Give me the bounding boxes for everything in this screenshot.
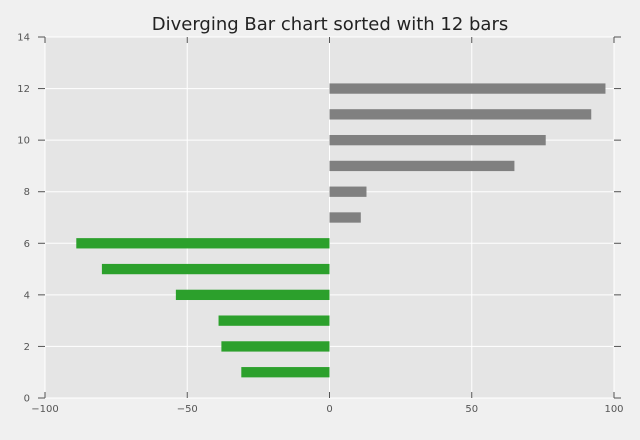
chart-title: Diverging Bar chart sorted with 12 bars	[152, 14, 509, 35]
bar	[329, 186, 367, 197]
y-tick-label: 2	[24, 342, 30, 353]
y-tick-label: 12	[17, 84, 30, 95]
y-tick-label: 0	[24, 394, 30, 405]
x-tick-label: 100	[604, 404, 623, 415]
x-tick-label: 50	[465, 404, 478, 415]
bar	[241, 367, 330, 378]
y-tick-label: 4	[24, 290, 30, 301]
x-tick-label: −100	[31, 404, 58, 415]
bars	[76, 83, 606, 378]
x-tick-label: 0	[326, 404, 332, 415]
bar	[76, 238, 330, 249]
y-tick-label: 8	[24, 187, 30, 198]
bar	[329, 212, 361, 223]
y-tick-label: 6	[24, 239, 30, 250]
y-tick-label: 14	[17, 33, 30, 44]
ticks: −100 −50 0 50 100 0 2 4 6 8 10 12 14	[17, 33, 623, 416]
y-tick-label: 10	[17, 136, 30, 147]
bar	[329, 83, 606, 94]
bar	[329, 109, 592, 120]
bar	[329, 160, 515, 172]
bar	[329, 134, 546, 146]
bar	[218, 315, 330, 326]
bar	[101, 263, 330, 275]
bar	[221, 341, 330, 352]
bar	[175, 289, 330, 301]
x-tick-label: −50	[177, 404, 198, 415]
